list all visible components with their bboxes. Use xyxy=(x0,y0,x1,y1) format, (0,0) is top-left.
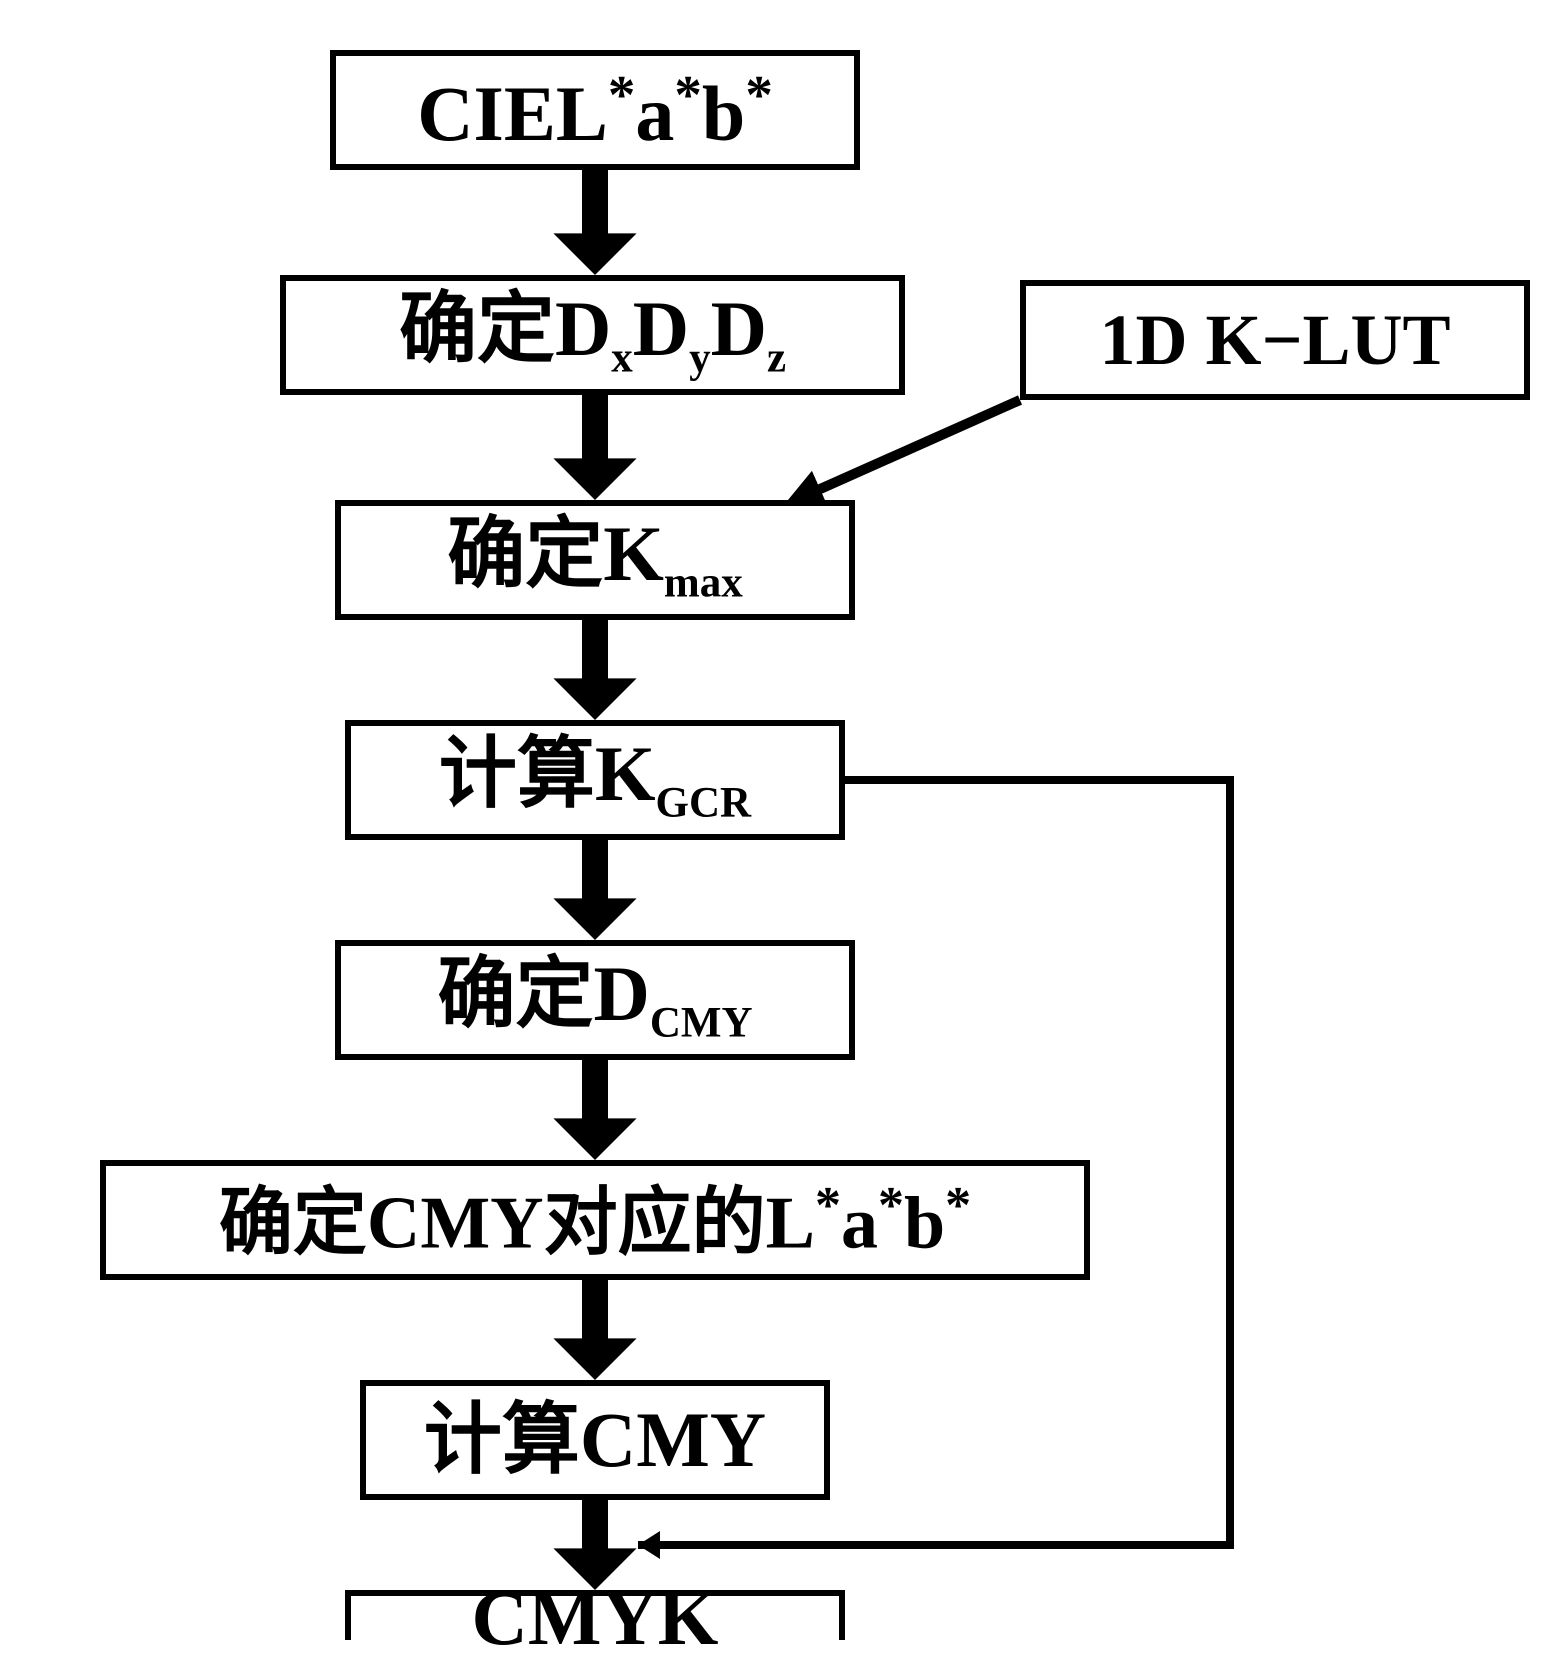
edge-arrowhead-n3-n4 xyxy=(553,678,636,720)
flow-node-label-n6: 确定CMY对应的L*a*b* xyxy=(219,1180,971,1261)
flow-node-label-lut: 1D K−LUT xyxy=(1099,304,1450,376)
flow-node-label-n5: 确定DCMY xyxy=(437,955,752,1045)
flowchart-canvas: CIEL*a*b* 确定DxDyDz 1D K−LUT 确定Kmax 计算KGCR 确定D… xyxy=(0,0,1549,1657)
flow-node-label-n1: CIEL*a*b* xyxy=(417,67,773,153)
edge-arrowhead-n1-n2 xyxy=(553,233,636,275)
flow-node-n5: 确定DCMY xyxy=(335,940,855,1060)
flow-node-n4: 计算KGCR xyxy=(345,720,845,840)
edge-arrowhead-n5-n6 xyxy=(553,1118,636,1160)
flow-node-n3: 确定Kmax xyxy=(335,500,855,620)
flow-node-label-n7: 计算CMY xyxy=(424,1401,766,1479)
edge-kgcr-feedback-arrowhead xyxy=(638,1531,660,1559)
edge-arrowhead-n6-n7 xyxy=(553,1338,636,1380)
edge-arrowhead-n4-n5 xyxy=(553,898,636,940)
flow-node-label-n2: 确定DxDyDz xyxy=(399,290,786,380)
flow-node-n7: 计算CMY xyxy=(360,1380,830,1500)
flow-node-label-n4: 计算KGCR xyxy=(439,735,751,825)
flow-node-label-n3: 确定Kmax xyxy=(447,515,743,605)
flow-node-label-n8: CMYK xyxy=(472,1579,719,1657)
edge-arrowhead-n2-n3 xyxy=(553,458,636,500)
flow-node-n8: CMYK xyxy=(345,1590,845,1640)
flow-node-n2: 确定DxDyDz xyxy=(280,275,905,395)
flow-node-lut: 1D K−LUT xyxy=(1020,280,1530,400)
edge-lut-to-kmax xyxy=(800,400,1020,498)
flow-node-n6: 确定CMY对应的L*a*b* xyxy=(100,1160,1090,1280)
flow-node-n1: CIEL*a*b* xyxy=(330,50,860,170)
